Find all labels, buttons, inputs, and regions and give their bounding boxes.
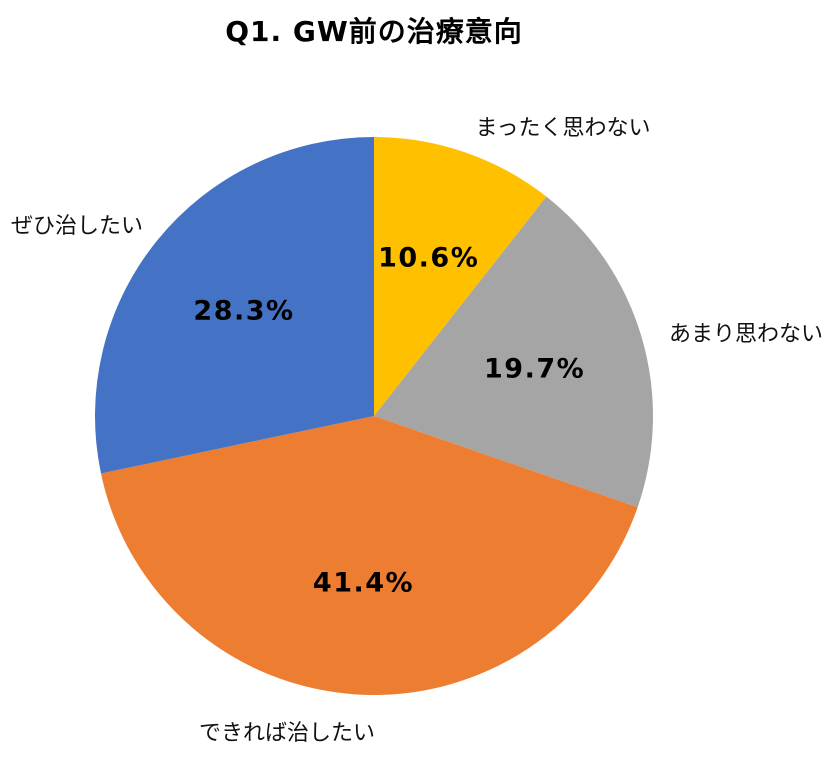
category-label-dekireba-naoshitai: できれば治したい — [198, 721, 376, 746]
pie-slice-mattaku-omowanai — [374, 137, 547, 416]
category-label-mattaku-omowanai: まったく思わない — [475, 116, 651, 141]
pct-label-dekireba-naoshitai: 41.4% — [312, 567, 415, 599]
pie-slice-dekireba-naoshitai — [100, 416, 638, 695]
pct-label-zehi-naoshitai: 28.3% — [193, 295, 295, 326]
pie-slice-amari-omowanai — [374, 196, 653, 508]
pie-slice-zehi-naoshitai — [95, 137, 374, 474]
pct-label-amari-omowanai: 19.7% — [484, 353, 586, 385]
category-label-zehi-naoshitai: ぜひ治したい — [10, 214, 144, 239]
pct-label-mattaku-omowanai: 10.6% — [378, 242, 480, 274]
category-label-amari-omowanai: あまり思わない — [668, 322, 824, 347]
chart-title: Q1. GW前の治療意向 — [225, 15, 523, 48]
